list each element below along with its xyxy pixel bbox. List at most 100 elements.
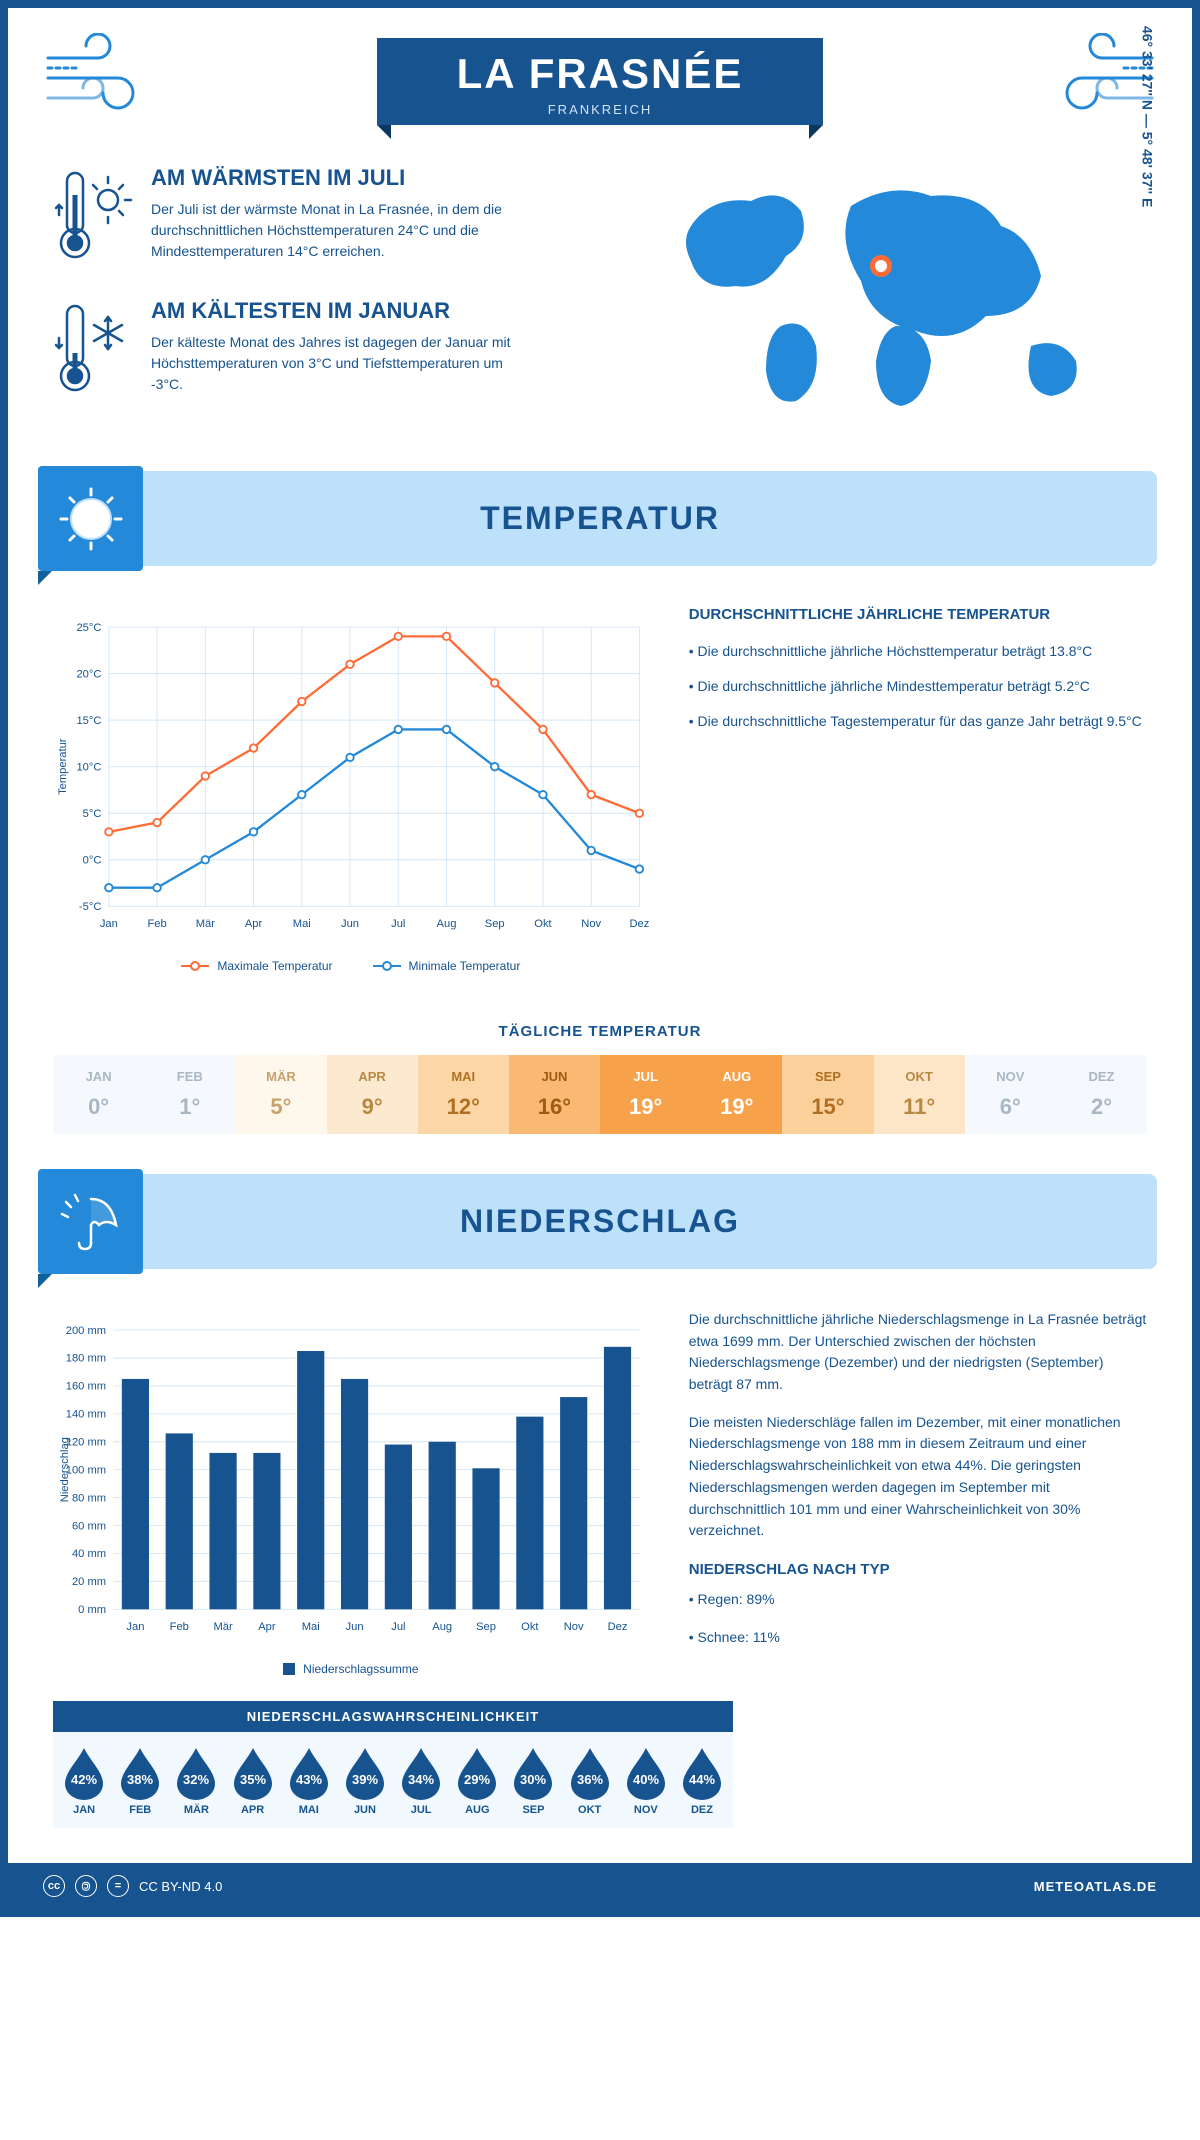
temperature-section-header: TEMPERATUR: [43, 471, 1157, 566]
cc-icon: cc: [43, 1875, 65, 1897]
temperature-line-chart: -5°C0°C5°C10°C15°C20°C25°CJanFebMärAprMa…: [53, 606, 649, 973]
svg-text:20 mm: 20 mm: [72, 1576, 106, 1588]
svg-text:Apr: Apr: [258, 1621, 276, 1633]
precip-p1: Die durchschnittliche jährliche Niedersc…: [689, 1309, 1147, 1396]
daily-temp-cell: MÄR5°: [235, 1055, 326, 1134]
svg-text:35%: 35%: [240, 1772, 266, 1787]
svg-text:30%: 30%: [520, 1772, 546, 1787]
svg-text:Okt: Okt: [534, 918, 552, 930]
svg-text:Mai: Mai: [302, 1621, 320, 1633]
daily-temp-title: TÄGLICHE TEMPERATUR: [8, 1023, 1192, 1040]
svg-text:Nov: Nov: [564, 1621, 584, 1633]
daily-temp-cell: JUL19°: [600, 1055, 691, 1134]
probability-drop: 30%SEP: [506, 1744, 560, 1816]
svg-text:120 mm: 120 mm: [66, 1436, 106, 1448]
wind-icon-left: [43, 33, 153, 128]
daily-temp-cell: FEB1°: [144, 1055, 235, 1134]
svg-text:43%: 43%: [296, 1772, 322, 1787]
svg-text:60 mm: 60 mm: [72, 1520, 106, 1532]
city-name: LA FRASNÉE: [457, 50, 744, 98]
probability-drop: 44%DEZ: [675, 1744, 729, 1816]
svg-text:5°C: 5°C: [83, 808, 102, 820]
precip-p2: Die meisten Niederschläge fallen im Deze…: [689, 1412, 1147, 1542]
svg-text:100 mm: 100 mm: [66, 1464, 106, 1476]
daily-temp-cell: MAI12°: [418, 1055, 509, 1134]
temperature-legend: .legend-swatch[style*='#ff6b35']::before…: [53, 959, 649, 973]
svg-text:40 mm: 40 mm: [72, 1548, 106, 1560]
probability-drop: 36%OKT: [563, 1744, 617, 1816]
country-name: FRANKREICH: [457, 102, 744, 117]
svg-text:20°C: 20°C: [76, 668, 101, 680]
svg-text:39%: 39%: [352, 1772, 378, 1787]
probability-drop: 29%AUG: [450, 1744, 504, 1816]
temp-bullet: • Die durchschnittliche jährliche Höchst…: [689, 641, 1147, 662]
daily-temp-cell: AUG19°: [691, 1055, 782, 1134]
svg-text:Jan: Jan: [100, 918, 118, 930]
svg-text:10°C: 10°C: [76, 761, 101, 773]
coldest-text: Der kälteste Monat des Jahres ist dagege…: [151, 332, 531, 395]
svg-text:180 mm: 180 mm: [66, 1353, 106, 1365]
svg-text:80 mm: 80 mm: [72, 1492, 106, 1504]
probability-drop: 35%APR: [226, 1744, 280, 1816]
precipitation-legend: Niederschlagssumme: [53, 1662, 649, 1676]
site-label: METEOATLAS.DE: [1034, 1879, 1157, 1894]
precip-type-bullet: • Schnee: 11%: [689, 1627, 1147, 1649]
svg-text:Sep: Sep: [476, 1621, 496, 1633]
svg-text:Niederschlag: Niederschlag: [59, 1437, 71, 1502]
daily-temp-cell: OKT11°: [874, 1055, 965, 1134]
precipitation-info: Die durchschnittliche jährliche Niedersc…: [689, 1309, 1147, 1676]
nd-icon: =: [107, 1875, 129, 1897]
svg-text:15°C: 15°C: [76, 715, 101, 727]
svg-text:Okt: Okt: [521, 1621, 539, 1633]
legend-item: .legend-swatch[style*='#2389d8']::before…: [373, 959, 521, 973]
license-label: CC BY-ND 4.0: [139, 1879, 222, 1894]
svg-text:32%: 32%: [183, 1772, 209, 1787]
svg-text:Mär: Mär: [196, 918, 215, 930]
probability-drop: 32%MÄR: [169, 1744, 223, 1816]
svg-text:Apr: Apr: [245, 918, 263, 930]
svg-text:Jan: Jan: [126, 1621, 144, 1633]
svg-text:42%: 42%: [71, 1772, 97, 1787]
daily-temp-cell: SEP15°: [782, 1055, 873, 1134]
overview-section: AM WÄRMSTEN IM JULI Der Juli ist der wär…: [8, 165, 1192, 461]
by-icon: 🄯: [75, 1875, 97, 1897]
thermometer-hot-icon: [53, 165, 133, 270]
daily-temp-cell: JAN0°: [53, 1055, 144, 1134]
svg-text:-5°C: -5°C: [79, 901, 101, 913]
svg-text:Jun: Jun: [346, 1621, 364, 1633]
svg-text:38%: 38%: [127, 1772, 153, 1787]
svg-text:0°C: 0°C: [83, 854, 102, 866]
probability-drop: 43%MAI: [282, 1744, 336, 1816]
warmest-fact: AM WÄRMSTEN IM JULI Der Juli ist der wär…: [53, 165, 585, 270]
svg-text:Jul: Jul: [391, 918, 405, 930]
probability-drop: 38%FEB: [113, 1744, 167, 1816]
daily-temp-cell: APR9°: [327, 1055, 418, 1134]
svg-text:Feb: Feb: [147, 918, 166, 930]
header: LA FRASNÉE FRANKREICH: [8, 8, 1192, 165]
temp-bullet: • Die durchschnittliche Tagestemperatur …: [689, 711, 1147, 732]
temp-bullet: • Die durchschnittliche jährliche Mindes…: [689, 676, 1147, 697]
coordinates-label: 46° 33' 27'' N — 5° 48' 37'' E: [1139, 26, 1155, 207]
svg-text:140 mm: 140 mm: [66, 1409, 106, 1421]
svg-text:Jun: Jun: [341, 918, 359, 930]
svg-text:Feb: Feb: [170, 1621, 189, 1633]
svg-text:Dez: Dez: [630, 918, 649, 930]
svg-text:40%: 40%: [633, 1772, 659, 1787]
precipitation-bar-chart: 0 mm20 mm40 mm60 mm80 mm100 mm120 mm140 …: [53, 1309, 649, 1676]
daily-temp-cell: DEZ2°: [1056, 1055, 1147, 1134]
precip-type-title: NIEDERSCHLAG NACH TYP: [689, 1558, 1147, 1581]
svg-text:Temperatur: Temperatur: [57, 738, 69, 795]
precipitation-section-header: NIEDERSCHLAG: [43, 1174, 1157, 1269]
footer: cc 🄯 = CC BY-ND 4.0 METEOATLAS.DE: [8, 1863, 1192, 1909]
precip-type-bullet: • Regen: 89%: [689, 1589, 1147, 1611]
thermometer-cold-icon: [53, 298, 133, 403]
temperature-title: TEMPERATUR: [43, 500, 1157, 537]
svg-text:25°C: 25°C: [76, 622, 101, 634]
precipitation-title: NIEDERSCHLAG: [43, 1203, 1157, 1240]
svg-text:29%: 29%: [464, 1772, 490, 1787]
title-banner: LA FRASNÉE FRANKREICH: [377, 38, 824, 125]
legend-item: .legend-swatch[style*='#ff6b35']::before…: [181, 959, 332, 973]
svg-text:44%: 44%: [689, 1772, 715, 1787]
coldest-fact: AM KÄLTESTEN IM JANUAR Der kälteste Mona…: [53, 298, 585, 403]
svg-text:34%: 34%: [408, 1772, 434, 1787]
